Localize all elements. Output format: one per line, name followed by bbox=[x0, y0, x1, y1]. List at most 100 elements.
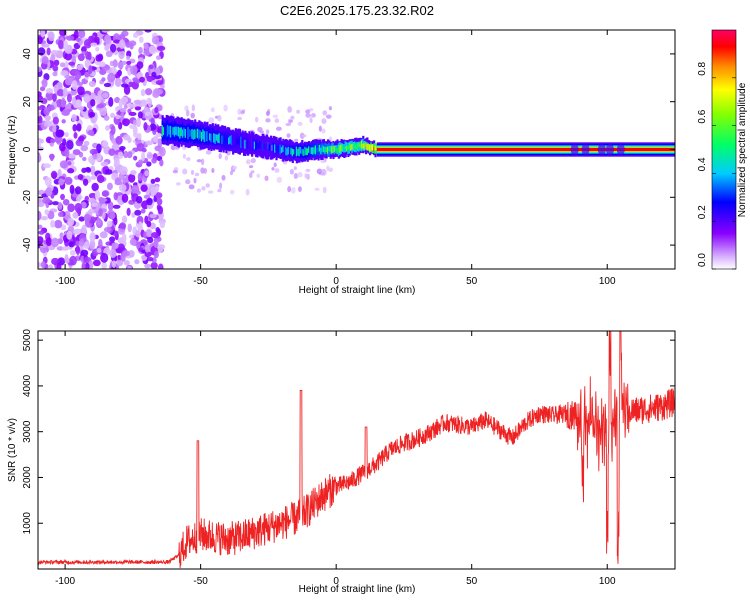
heatmap-track-cell bbox=[214, 134, 217, 144]
heatmap-noise-cell bbox=[154, 106, 159, 114]
heatmap-track-cell bbox=[287, 146, 290, 155]
heatmap-noise-cell bbox=[88, 111, 96, 118]
heatmap-halo-cell bbox=[265, 129, 270, 135]
heatmap-halo-cell bbox=[208, 117, 215, 124]
heatmap-track-cell bbox=[264, 143, 267, 150]
heatmap-halo-cell bbox=[217, 188, 222, 193]
heatmap-halo-cell bbox=[274, 168, 280, 173]
heatmap-noise-cell bbox=[60, 193, 65, 201]
heatmap-halo-cell bbox=[249, 172, 253, 179]
heatmap-noise-cell bbox=[75, 240, 80, 247]
heatmap-noise-cell bbox=[101, 77, 106, 82]
heatmap-noise-cell bbox=[44, 209, 50, 215]
heatmap-noise-cell bbox=[58, 178, 65, 186]
heatmap-halo-cell bbox=[293, 173, 299, 180]
heatmap-track-cell bbox=[328, 146, 331, 152]
heatmap-track-cell bbox=[364, 142, 368, 147]
heatmap-noise-cell bbox=[83, 39, 92, 49]
heatmap-noise-cell bbox=[132, 119, 138, 127]
heatmap-noise-cell bbox=[146, 229, 152, 238]
heatmap-halo-cell bbox=[328, 106, 332, 111]
heatmap-noise-cell bbox=[151, 157, 157, 164]
heatmap-track-cell bbox=[259, 140, 262, 149]
heatmap-noise-cell bbox=[150, 118, 155, 126]
heatmap-noise-cell bbox=[113, 217, 118, 226]
heatmap-noise-cell bbox=[103, 115, 110, 121]
heatmap-halo-cell bbox=[297, 121, 303, 126]
heatmap-noise-cell bbox=[51, 237, 59, 248]
heatmap-track-cell bbox=[352, 143, 355, 149]
heatmap-noise-cell bbox=[109, 248, 117, 258]
heatmap-noise-cell bbox=[119, 222, 127, 230]
heatmap-track-cell bbox=[213, 133, 216, 143]
heatmap-halo-cell bbox=[274, 118, 280, 123]
snr-x-tick-label: -50 bbox=[193, 576, 208, 587]
heatmap-halo-cell bbox=[224, 155, 229, 161]
heatmap-noise-cell bbox=[147, 256, 154, 262]
heatmap-noise-cell bbox=[133, 99, 142, 105]
snr-x-tick-label: -100 bbox=[55, 576, 75, 587]
heatmap-noise-cell bbox=[146, 97, 152, 104]
heatmap-halo-cell bbox=[237, 116, 242, 121]
heatmap-noise-cell bbox=[42, 163, 51, 169]
heatmap-track-cell bbox=[232, 136, 235, 146]
heatmap-track-cell bbox=[299, 146, 303, 154]
heatmap-halo-cell bbox=[290, 115, 295, 120]
heatmap-noise-cell bbox=[146, 161, 152, 167]
heatmap-noise-cell bbox=[75, 245, 81, 255]
heatmap-track-cell bbox=[165, 125, 168, 138]
heatmap-track-cell bbox=[256, 139, 259, 150]
heatmap-track-cell bbox=[363, 143, 366, 150]
heatmap-track-cell bbox=[371, 144, 374, 151]
heatmap-noise-cell bbox=[128, 173, 136, 183]
heatmap-noise-cell bbox=[41, 78, 48, 88]
heatmap-noise-cell bbox=[155, 227, 160, 233]
spectrogram-panel: -100 -50 0 50 100 -40 -20 0 20 40 Height of stra… bbox=[7, 29, 676, 296]
heatmap-noise-cell bbox=[140, 208, 146, 214]
heatmap-noise-cell bbox=[80, 46, 87, 53]
heatmap-noise-cell bbox=[105, 125, 110, 131]
heatmap-noise-cell bbox=[114, 77, 122, 88]
heatmap-track-cell bbox=[223, 134, 227, 143]
heatmap-blob bbox=[581, 143, 590, 156]
heatmap-noise-cell bbox=[103, 227, 112, 233]
heatmap-track-cell bbox=[188, 129, 191, 137]
heatmap-track-cell bbox=[268, 144, 271, 151]
heatmap-halo-cell bbox=[191, 104, 196, 112]
heatmap-blob bbox=[605, 143, 614, 156]
heatmap-noise-cell bbox=[62, 87, 68, 97]
heatmap-noise-cell bbox=[56, 262, 62, 269]
heatmap-track-cell bbox=[301, 148, 304, 154]
heatmap-noise-cell bbox=[118, 33, 126, 40]
heatmap-noise-cell bbox=[96, 247, 102, 254]
heatmap-noise-cell bbox=[146, 220, 152, 228]
heatmap-track-cell bbox=[368, 144, 372, 152]
heatmap-noise-cell bbox=[149, 222, 156, 230]
heatmap-noise-cell bbox=[54, 219, 63, 229]
heatmap-halo-cell bbox=[175, 182, 181, 186]
heatmap-halo-cell bbox=[240, 110, 245, 115]
colorbar-tick-label: 0.0 bbox=[697, 253, 708, 267]
heatmap-noise-cell bbox=[134, 79, 141, 84]
heatmap-noise-cell bbox=[144, 88, 153, 96]
heatmap-noise-cell bbox=[64, 52, 73, 61]
heatmap-track-cell bbox=[257, 143, 261, 149]
heatmap-noise-cell bbox=[117, 61, 124, 69]
heatmap-noise-cell bbox=[75, 99, 82, 108]
heatmap-track-cell bbox=[279, 144, 282, 155]
heatmap-halo-cell bbox=[190, 169, 195, 175]
heatmap-noise-cell bbox=[104, 44, 110, 51]
heatmap-halo-cell bbox=[185, 179, 191, 185]
heatmap-noise-cell bbox=[101, 261, 107, 269]
heatmap-noise-cell bbox=[66, 93, 72, 103]
heatmap-blob bbox=[597, 143, 606, 156]
heatmap-halo-cell bbox=[194, 172, 200, 177]
heatmap-noise-cell bbox=[61, 119, 66, 124]
heatmap-noise-cell bbox=[77, 174, 84, 181]
heatmap-track-cell bbox=[366, 143, 369, 151]
heatmap-track-cell bbox=[209, 133, 212, 141]
heatmap-track-cell bbox=[329, 146, 332, 152]
heatmap-noise-cell bbox=[82, 156, 87, 162]
heatmap-noise-cell bbox=[139, 100, 148, 107]
heatmap-noise-cell bbox=[143, 122, 148, 131]
